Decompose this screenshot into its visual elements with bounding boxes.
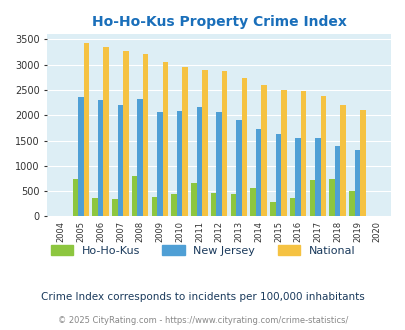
Bar [314,138,320,216]
Bar [320,96,326,216]
Bar [222,71,227,216]
Bar [112,199,117,216]
Bar [151,197,157,216]
Bar [117,105,123,216]
Bar [250,188,255,216]
Bar [359,110,365,216]
Bar [98,100,103,216]
Bar [269,202,275,216]
Bar [236,120,241,216]
Bar [261,85,266,216]
Bar [202,70,207,216]
Bar [328,179,334,216]
Bar [123,51,128,216]
Title: Ho-Ho-Kus Property Crime Index: Ho-Ho-Kus Property Crime Index [92,15,346,29]
Legend: Ho-Ho-Kus, New Jersey, National: Ho-Ho-Kus, New Jersey, National [46,241,359,260]
Bar [162,62,168,216]
Bar [354,149,359,216]
Bar [143,53,148,216]
Bar [196,107,202,216]
Text: © 2025 CityRating.com - https://www.cityrating.com/crime-statistics/: © 2025 CityRating.com - https://www.city… [58,315,347,325]
Bar [72,180,78,216]
Bar [137,99,143,216]
Bar [157,112,162,216]
Bar [78,97,83,216]
Bar [241,78,247,216]
Bar [182,67,188,216]
Bar [216,112,222,216]
Bar [275,135,281,216]
Bar [92,198,98,216]
Bar [103,48,109,216]
Bar [171,194,177,216]
Bar [191,183,196,216]
Bar [281,90,286,216]
Bar [348,191,354,216]
Bar [334,146,340,216]
Bar [230,194,236,216]
Bar [210,193,216,216]
Bar [309,180,314,216]
Bar [83,44,89,216]
Bar [132,177,137,216]
Text: Crime Index corresponds to incidents per 100,000 inhabitants: Crime Index corresponds to incidents per… [41,292,364,302]
Bar [300,91,306,216]
Bar [340,105,345,216]
Bar [295,138,300,216]
Bar [255,129,261,216]
Bar [289,198,295,216]
Bar [177,111,182,216]
